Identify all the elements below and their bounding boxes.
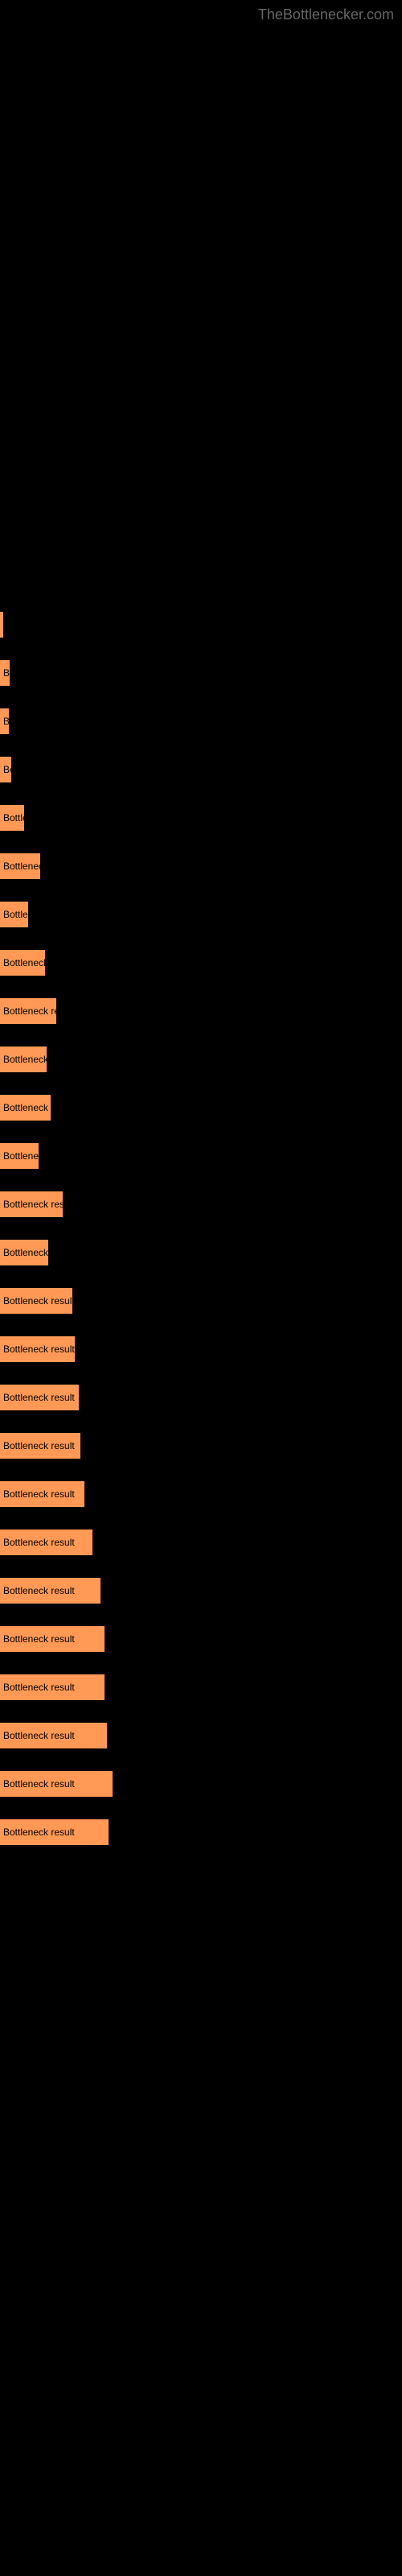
- chart-bar: Bottleneck res: [0, 1240, 48, 1265]
- bar-row: B: [0, 660, 402, 686]
- bar-row: Bottler: [0, 805, 402, 831]
- chart-bar: Bottleneck result: [0, 1288, 72, 1314]
- chart-bar: Bottleneck result: [0, 1336, 75, 1362]
- chart-bar: Bottler: [0, 805, 24, 831]
- chart-bar: Bottleneck result: [0, 1723, 107, 1748]
- bar-row: Bottleneck result: [0, 1819, 402, 1845]
- chart-bar: Bottleneck: [0, 1143, 39, 1169]
- bar-row: Bottleneck result: [0, 1578, 402, 1604]
- chart-bar: [0, 612, 3, 638]
- bar-row: Bottleneck res: [0, 1240, 402, 1265]
- bar-row: Bottleneck result: [0, 1674, 402, 1700]
- bar-row: Bottleneck result: [0, 1191, 402, 1217]
- chart-bar: Bottleneck result: [0, 1481, 84, 1507]
- bar-row: Bottleneck: [0, 1143, 402, 1169]
- bar-row: B: [0, 708, 402, 734]
- bar-row: Bottleneck result: [0, 1771, 402, 1797]
- chart-bar: B: [0, 708, 9, 734]
- chart-bar: Bottleneck result: [0, 1771, 113, 1797]
- bar-row: Bottleneck result: [0, 1288, 402, 1314]
- chart-bar: Bottleneck result: [0, 1433, 80, 1459]
- bar-row: [0, 612, 402, 638]
- bar-row: Bottlene: [0, 902, 402, 927]
- chart-bar: Bottleneck resul: [0, 998, 56, 1024]
- chart-bar: Bottleneck res: [0, 1095, 51, 1121]
- chart-bar: Bottleneck result: [0, 1626, 105, 1652]
- bar-row: Bottleneck resul: [0, 998, 402, 1024]
- chart-bar: Bottleneck result: [0, 1385, 79, 1410]
- chart-bar: Bottleneck result: [0, 1674, 105, 1700]
- bar-row: Bottleneck result: [0, 1530, 402, 1555]
- chart-area: BB Bo Bottler Bottleneck r Bottlene Bottlenec…: [0, 0, 402, 1845]
- chart-bar: Bottleneck re: [0, 1046, 47, 1072]
- chart-bar: Bottleneck result: [0, 1530, 92, 1555]
- bar-row: Bottleneck result: [0, 1336, 402, 1362]
- chart-bar: Bottleneck result: [0, 1191, 63, 1217]
- chart-bar: Bottleneck re: [0, 950, 45, 976]
- watermark-text: TheBottlenecker.com: [258, 6, 394, 23]
- bar-row: Bottleneck r: [0, 853, 402, 879]
- chart-bar: Bottleneck result: [0, 1819, 109, 1845]
- chart-bar: Bo: [0, 757, 11, 782]
- bar-row: Bottleneck re: [0, 950, 402, 976]
- chart-bar: Bottlene: [0, 902, 28, 927]
- chart-bar: B: [0, 660, 10, 686]
- bar-row: Bo: [0, 757, 402, 782]
- chart-bar: Bottleneck r: [0, 853, 40, 879]
- bar-row: Bottleneck res: [0, 1095, 402, 1121]
- bar-row: Bottleneck result: [0, 1433, 402, 1459]
- chart-bar: Bottleneck result: [0, 1578, 100, 1604]
- bar-row: Bottleneck re: [0, 1046, 402, 1072]
- bar-row: Bottleneck result: [0, 1723, 402, 1748]
- bar-row: Bottleneck result: [0, 1481, 402, 1507]
- bar-row: Bottleneck result: [0, 1626, 402, 1652]
- bar-row: Bottleneck result: [0, 1385, 402, 1410]
